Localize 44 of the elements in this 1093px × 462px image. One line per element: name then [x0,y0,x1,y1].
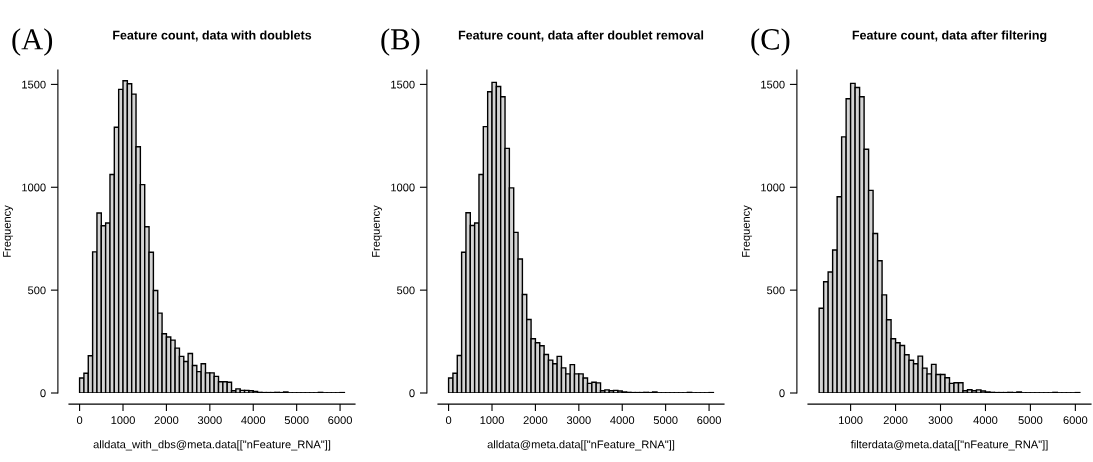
x-tick-label: 1000 [111,416,135,425]
y-tick-label: 500 [396,286,415,295]
x-tick-label: 5000 [284,416,309,425]
x-tick-label: 3000 [566,416,591,425]
y-tick-label: 1000 [761,183,785,192]
y-tick-label: 1000 [391,183,415,192]
y-axis-title: Frequency [372,205,383,257]
x-tick-label: 1000 [480,416,504,425]
y-tick-label: 1500 [761,80,785,89]
x-tick-label: 6000 [1063,416,1088,425]
x-tick-label: 0 [445,416,452,425]
chart-title: Feature count, data after filtering [852,30,1047,43]
x-tick-label: 6000 [697,416,721,425]
x-tick-label: 4000 [241,416,266,425]
x-axis-title: alldata_with_dbs@meta.data[["nFeature_RNA"]] [93,440,331,451]
x-tick-label: 2000 [154,416,179,425]
x-tick-label: 4000 [973,416,998,425]
text: (B) [381,28,420,56]
x-tick-label: 5000 [653,416,678,425]
chart-title: Feature count, data with doublets [113,30,312,42]
y-axis-title: Frequency [3,205,14,257]
text: (A) [12,28,53,56]
x-tick-label: 2000 [523,416,548,425]
y-tick-label: 1500 [22,80,46,89]
x-tick-label: 3000 [197,416,222,425]
x-axis-title: alldata@meta.data[["nFeature_RNA"]] [487,440,675,451]
x-tick-label: 4000 [610,416,635,425]
x-tick-label: 1000 [839,416,863,425]
y-tick-label: 1000 [22,183,46,192]
y-tick-label: 0 [409,389,415,398]
y-tick-label: 0 [779,389,785,398]
x-tick-label: 0 [76,416,83,425]
y-tick-label: 500 [27,286,46,295]
y-axis-title: Frequency [742,205,753,257]
x-tick-label: 6000 [328,416,352,425]
y-tick-label: 0 [40,389,46,398]
y-tick-label: 500 [766,286,785,295]
x-tick-label: 5000 [1018,416,1043,425]
y-tick-label: 1500 [391,80,415,89]
x-tick-label: 3000 [928,416,953,425]
x-tick-label: 2000 [883,416,908,425]
chart-title: Feature count, data after doublet removal [458,30,704,42]
x-axis-title: filterdata@meta.data[["nFeature_RNA"]] [850,440,1048,451]
text: (C) [751,28,790,56]
